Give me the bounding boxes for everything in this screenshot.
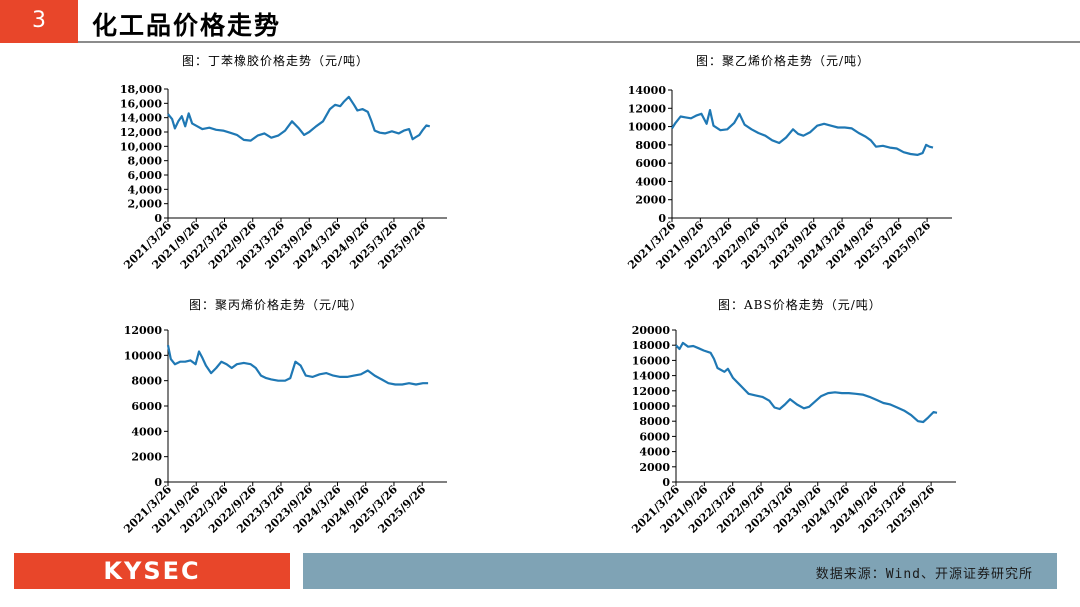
y-tick-label: 0	[662, 476, 670, 489]
y-tick-label: 10000	[628, 121, 667, 134]
y-tick-label: 10000	[632, 400, 671, 413]
series-line-pe	[671, 108, 934, 156]
chart-title-sbr: 图：丁苯橡胶价格走势（元/吨）	[182, 54, 370, 68]
chart-title-abs: 图：ABS价格走势（元/吨）	[718, 298, 882, 312]
series-line-pp	[166, 344, 429, 386]
y-tick-label: 8000	[639, 415, 670, 428]
header-divider	[78, 41, 1080, 43]
y-tick-label: 14,000	[120, 112, 162, 125]
y-tick-label: 2,000	[128, 198, 163, 211]
section-number: 3	[32, 8, 46, 33]
chart-pp: 0200040006000800010000120002021/3/262021…	[121, 324, 447, 536]
y-tick-label: 8000	[131, 375, 162, 388]
section-number-block: 3	[0, 0, 78, 43]
kysec-logo: KYSEC	[14, 553, 290, 589]
y-tick-label: 12000	[632, 385, 671, 398]
series-line-abs	[675, 341, 938, 424]
y-tick-label: 4,000	[128, 183, 163, 196]
y-tick-label: 10000	[124, 349, 163, 362]
y-tick-label: 14000	[628, 84, 667, 97]
y-tick-label: 8,000	[128, 155, 163, 168]
chart-abs: 0 2000 4000 6000 8000 10000 12000 14000 16000 180…	[629, 324, 956, 536]
y-tick-label: 0	[658, 212, 666, 225]
y-tick-label: 16,000	[120, 97, 162, 110]
y-tick-label: 0	[154, 476, 162, 489]
y-tick-label: 10,000	[120, 140, 162, 153]
y-tick-label: 4000	[639, 446, 670, 459]
y-tick-label: 12,000	[120, 126, 162, 139]
y-tick-label: 6,000	[128, 169, 163, 182]
chart-title-pe: 图：聚乙烯价格走势（元/吨）	[696, 54, 871, 68]
y-tick-label: 18000	[632, 339, 671, 352]
page-title: 化工品价格走势	[92, 11, 282, 40]
y-tick-label: 2000	[635, 194, 666, 207]
chart-title-pp: 图：聚丙烯价格走势（元/吨）	[189, 298, 364, 312]
y-tick-label: 0	[154, 212, 162, 225]
y-tick-label: 2000	[639, 461, 670, 474]
y-tick-label: 16000	[632, 354, 671, 367]
y-tick-label: 20000	[632, 324, 671, 337]
footer-bar: 数据来源：Wind、开源证券研究所	[303, 553, 1057, 589]
y-tick-label: 4000	[131, 425, 162, 438]
y-tick-label: 12000	[124, 324, 163, 337]
series-line-sbr	[167, 95, 431, 142]
y-tick-label: 12000	[628, 102, 667, 115]
y-tick-label: 18,000	[120, 83, 162, 96]
data-source: 数据来源：Wind、开源证券研究所	[815, 567, 1033, 582]
y-tick-label: 6000	[639, 430, 670, 443]
y-tick-label: 6000	[131, 400, 162, 413]
y-tick-label: 2000	[131, 451, 162, 464]
chart-pe: 020004000600080001000012000140002021/3/2…	[625, 84, 952, 272]
logo-text: KYSEC	[103, 557, 201, 585]
y-tick-label: 4000	[635, 175, 666, 188]
y-tick-label: 6000	[635, 157, 666, 170]
y-tick-label: 8000	[635, 139, 666, 152]
y-tick-label: 14000	[632, 370, 671, 383]
